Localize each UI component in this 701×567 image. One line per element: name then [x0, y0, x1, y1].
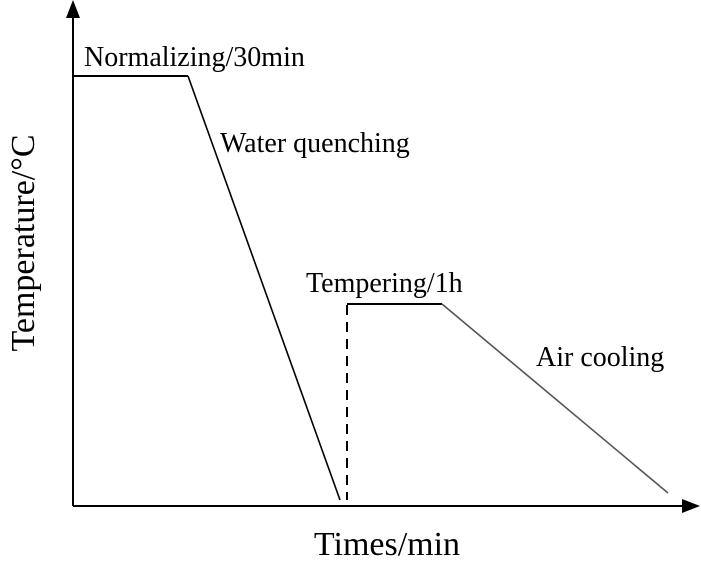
tempering-label: Tempering/1h: [306, 268, 463, 299]
water-quenching-label: Water quenching: [220, 128, 410, 159]
x-axis-label: Times/min: [314, 526, 460, 563]
y-axis-arrow: [66, 0, 80, 18]
axes: [66, 0, 700, 513]
x-axis-arrow: [682, 499, 700, 513]
air-cooling-segment: [441, 303, 669, 494]
air-cooling-label: Air cooling: [536, 342, 664, 373]
y-axis-label: Temperature/°C: [5, 134, 42, 351]
water-quenching-segment: [187, 75, 341, 501]
normalizing-label: Normalizing/30min: [84, 42, 305, 73]
